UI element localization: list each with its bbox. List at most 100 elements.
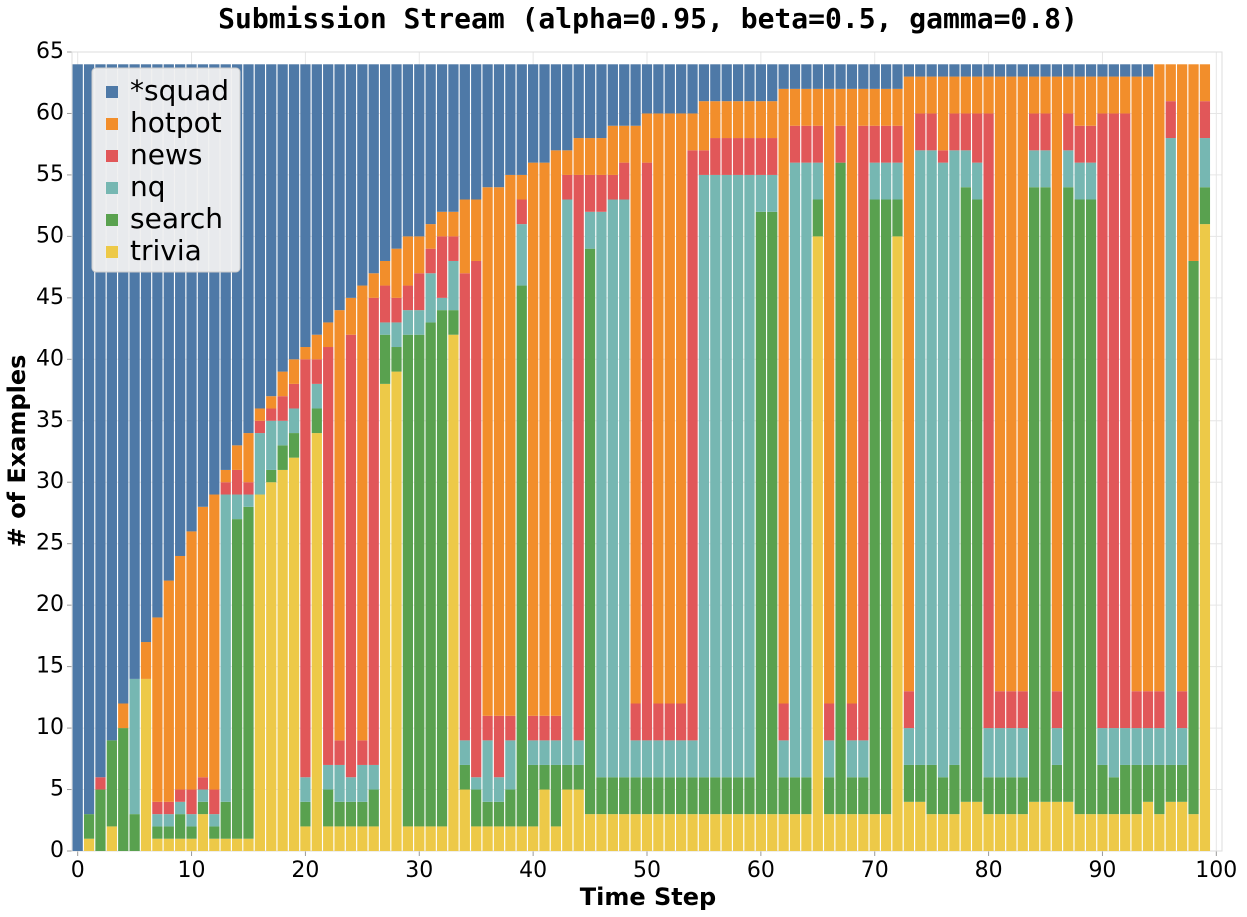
bar-segment: [209, 826, 220, 839]
bar-segment: [1017, 76, 1028, 692]
bar-segment: [1177, 691, 1188, 729]
bar-segment: [607, 777, 618, 815]
bar-segment: [118, 703, 129, 729]
x-tick-label: 60: [747, 858, 775, 883]
bar-segment: [277, 445, 288, 470]
bar-segment: [562, 199, 573, 765]
bar-segment: [789, 88, 801, 126]
bar-segment: [425, 248, 436, 274]
bar-segment: [311, 359, 322, 384]
x-tick-label: 30: [405, 858, 433, 883]
bar-segment: [994, 76, 1006, 692]
bar-segment: [471, 789, 482, 827]
bar-segment: [425, 224, 436, 249]
bar-segment: [653, 113, 664, 704]
bar-segment: [732, 777, 744, 815]
bar-segment: [1006, 728, 1017, 778]
bar-segment: [471, 777, 482, 790]
x-tick-label: 50: [633, 858, 661, 883]
bar-segment: [345, 801, 357, 827]
bar-segment: [266, 408, 277, 421]
bar-segment: [288, 64, 300, 360]
bar-segment: [550, 150, 562, 716]
bar-segment: [175, 555, 186, 790]
bar-segment: [676, 814, 687, 851]
bar-segment: [584, 211, 596, 249]
bar-segment: [140, 64, 152, 643]
bar-segment: [106, 740, 117, 827]
bar-segment: [300, 64, 311, 348]
bar-segment: [1085, 76, 1097, 126]
bar-segment: [277, 371, 288, 397]
bar-segment: [1051, 728, 1063, 765]
bar-segment: [664, 777, 675, 815]
bar-segment: [288, 383, 300, 409]
bar-segment: [1120, 728, 1131, 765]
bar-segment: [960, 76, 971, 114]
bar-segment: [493, 715, 505, 778]
bar-segment: [732, 814, 744, 851]
bar-segment: [755, 138, 766, 175]
bar-segment: [550, 64, 562, 151]
bar-segment: [471, 64, 482, 200]
bar-segment: [1131, 814, 1142, 851]
bar-segment: [493, 801, 505, 827]
bar-segment: [710, 814, 721, 851]
legend-label: *squad: [130, 74, 229, 107]
bar-segment: [630, 814, 641, 851]
bar-segment: [152, 801, 163, 815]
bar-segment: [1097, 113, 1108, 729]
bar-segment: [1154, 691, 1165, 729]
bar-segment: [163, 814, 174, 827]
x-tick-label: 100: [1195, 858, 1237, 883]
bar-segment: [402, 236, 414, 286]
bar-segment: [1154, 764, 1165, 815]
bar-segment: [653, 740, 664, 778]
bar-segment: [1131, 76, 1142, 692]
x-tick-label: 90: [1088, 858, 1116, 883]
bar-segment: [880, 64, 892, 89]
bar-segment: [824, 814, 835, 851]
bar-segment: [436, 826, 448, 851]
bar-segment: [425, 64, 436, 225]
bar-segment: [391, 64, 402, 249]
bar-segment: [972, 199, 983, 802]
bar-segment: [140, 642, 152, 679]
bar-segment: [744, 174, 755, 778]
bar-segment: [744, 64, 755, 102]
legend-swatch: [106, 118, 118, 130]
bar-segment: [1154, 814, 1165, 851]
bar-segment: [641, 113, 653, 163]
bar-segment: [619, 64, 630, 126]
bar-segment: [254, 64, 265, 409]
bar-segment: [721, 814, 732, 851]
bar-segment: [1154, 728, 1165, 765]
bar-segment: [972, 76, 983, 114]
bar-segment: [368, 789, 379, 827]
bar-segment: [243, 494, 254, 507]
bar-segment: [254, 433, 265, 495]
bar-segment: [778, 703, 789, 741]
bar-segment: [323, 322, 334, 348]
legend-label: news: [130, 138, 202, 171]
bar-segment: [880, 88, 892, 126]
bar-segment: [1085, 64, 1097, 77]
bar-segment: [1188, 260, 1199, 815]
bar-segment: [562, 150, 573, 175]
bar-segment: [436, 236, 448, 298]
bar-segment: [311, 334, 322, 360]
bar-segment: [824, 88, 835, 704]
bar-segment: [391, 248, 402, 298]
chart-title: Submission Stream (alpha=0.95, beta=0.5,…: [218, 2, 1078, 35]
bar-segment: [528, 764, 539, 827]
bar-segment: [334, 801, 345, 827]
bar-segment: [197, 777, 209, 790]
bar-segment: [801, 64, 812, 89]
bar-segment: [391, 297, 402, 323]
bar-segment: [619, 814, 630, 851]
bar-segment: [744, 814, 755, 851]
bar-segment: [687, 113, 698, 151]
bar-segment: [767, 211, 778, 815]
bar-segment: [983, 814, 994, 851]
